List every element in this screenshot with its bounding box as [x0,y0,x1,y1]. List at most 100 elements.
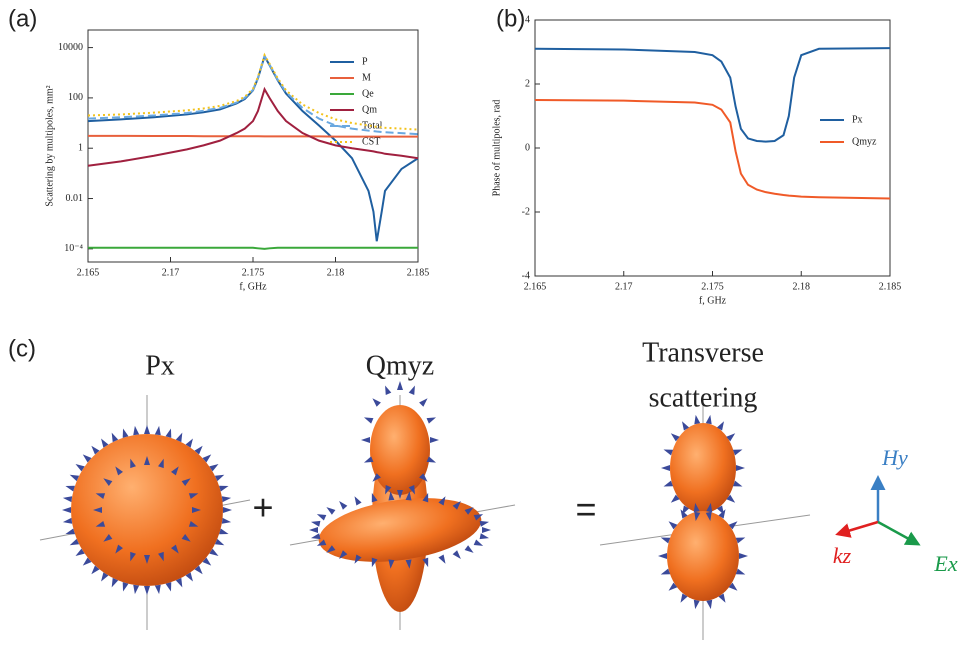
x-tick-label: 2.165 [77,267,100,278]
field-arrow [438,554,446,564]
x-axis-label: f, GHz [239,281,267,292]
legend-label: Qe [362,88,374,99]
field-arrow [91,565,100,575]
field-arrow [62,507,71,513]
field-arrow [209,464,219,472]
field-arrow [405,559,412,569]
field-arrow [133,425,140,436]
field-arrow [194,445,203,455]
field-arrow [706,599,713,610]
field-arrow [372,398,381,407]
field-arrow [310,520,321,527]
field-arrow [194,565,203,575]
field-arrow [385,385,392,395]
field-arrow [705,511,712,522]
field-arrow [372,473,381,482]
field-arrow [739,553,748,559]
field-arrow [660,537,671,544]
field-arrow [103,534,113,542]
field-arrow [354,496,362,506]
panel-label: (b) [496,5,525,32]
field-arrow [75,548,85,556]
y-tick-label: 2 [525,78,530,89]
field-arrow [718,593,726,603]
field-arrow [202,557,212,566]
field-arrow [221,496,232,503]
field-arrow [361,437,370,443]
field-arrow [452,550,461,559]
qm-pattern [318,405,482,612]
field-arrow [408,385,415,395]
field-arrow [388,559,395,569]
plot-frame [534,19,891,277]
x-tick-label: 2.18 [327,267,345,278]
field-arrow [405,491,412,501]
field-arrow [219,528,229,535]
series-line [87,53,419,136]
field-arrow [728,582,738,591]
field-arrow [202,454,212,463]
field-arrow [438,496,446,506]
field-arrow [209,548,219,556]
legend-label: Qmyz [852,136,877,147]
field-arrow [144,456,150,465]
x-tick-label: 2.18 [793,281,811,292]
field-arrow [115,466,123,476]
field-arrow [221,517,232,524]
field-arrow [133,584,140,595]
x-tick-label: 2.175 [242,267,265,278]
legend-label: CST [362,136,380,147]
field-arrow [144,555,150,564]
y-tick-label: 100 [68,92,83,103]
x-tick-label: 2.165 [524,281,547,292]
field-arrow [316,514,327,521]
field-arrow [175,577,183,588]
x-tick-label: 2.17 [615,281,633,292]
field-arrow [158,551,164,562]
x-axis-label: f, GHz [699,295,727,306]
panel-label: (c) [8,335,36,362]
field-arrow [464,507,474,515]
field-arrow [101,572,109,582]
transverse-pattern [667,423,739,601]
illustration: Px Qmyz Transverse scattering + = Hy Ex … [39,337,958,640]
y-tick-label: 1 [78,143,83,154]
result-label: scattering [649,382,758,413]
field-arrow [718,509,726,519]
legend-label: Total [362,120,383,131]
field-arrow [735,568,746,575]
field-arrow [122,582,129,592]
field-arrow [171,544,179,554]
panel-label: (a) [8,5,37,32]
field-arrow [668,521,678,530]
field-arrow [706,502,713,513]
field-arrow [181,534,191,542]
field-arrow [111,432,119,443]
field-arrow [219,485,229,492]
field-arrow [326,507,336,515]
field-arrow [354,554,362,564]
field-arrow [69,474,80,482]
field-arrow [175,432,183,443]
axis-label: Hy [881,445,908,470]
field-arrow [165,582,172,592]
field-arrow [388,491,395,501]
field-arrow [663,449,674,456]
field-arrow [732,449,743,456]
field-arrow [62,517,73,524]
field-arrow [93,507,102,513]
field-arrow [482,527,491,533]
field-arrow [426,417,437,424]
field-arrow [693,599,700,610]
series-line [534,99,891,200]
series-line [88,246,418,250]
field-arrow [192,507,201,513]
axis-label: Ex [933,551,957,576]
field-arrow [682,421,690,431]
field-arrow [154,425,161,436]
field-arrow [668,582,678,591]
field-arrow [426,456,437,463]
field-arrow [663,480,674,487]
field-arrow [680,509,688,519]
field-arrow [680,593,688,603]
